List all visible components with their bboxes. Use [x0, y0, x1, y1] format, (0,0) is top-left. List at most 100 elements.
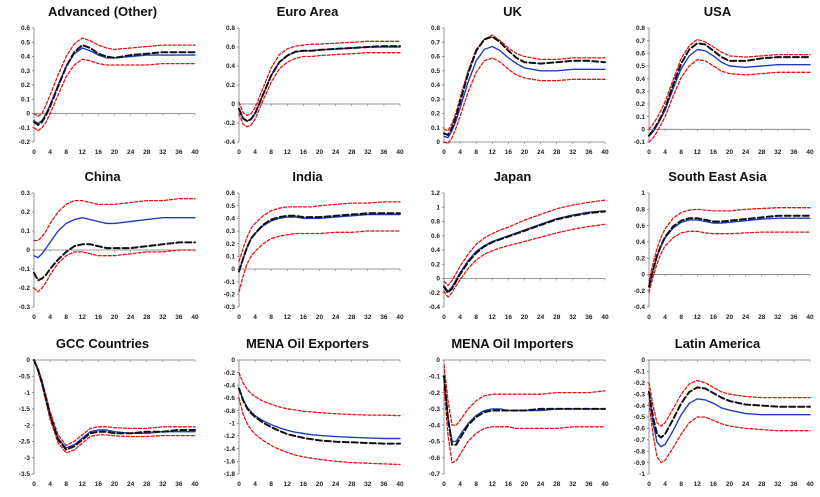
chart-plot: 1.210.80.60.40.20-0.2-0.40 4 8 12 16 20 24 28 32… [429, 190, 609, 321]
y-tick-label: -3 [24, 455, 30, 462]
x-tick-label: 20 [726, 149, 734, 156]
x-tick-label: 8 [474, 481, 478, 488]
x-tick-label: 28 [758, 149, 766, 156]
x-tick-label: 4 [663, 481, 667, 488]
x-tick-label: 8 [679, 314, 683, 321]
x-tick-label: 0 [647, 149, 651, 156]
x-tick-label: 20 [111, 149, 119, 156]
x-tick-label: 20 [726, 481, 734, 488]
y-tick-label: -0.3 [224, 304, 236, 311]
y-tick-label: -0.5 [19, 373, 31, 380]
y-tick-label: -1.2 [224, 433, 236, 440]
x-tick-label: 40 [601, 481, 609, 488]
y-tick-label: -0.4 [429, 422, 441, 429]
x-tick-label: 32 [364, 481, 372, 488]
x-tick-label: 8 [269, 481, 273, 488]
x-tick-label: 12 [79, 314, 87, 321]
x-tick-label: 24 [127, 149, 135, 156]
y-tick-label: 0.2 [636, 101, 645, 108]
dashed-series-line [648, 42, 811, 137]
x-tick-label: 8 [64, 149, 68, 156]
x-tick-label: 20 [521, 149, 529, 156]
x-tick-label: 36 [585, 481, 593, 488]
x-tick-label: 36 [380, 481, 388, 488]
x-tick-label: 24 [332, 314, 340, 321]
lower-band-line [238, 397, 401, 466]
upper-band-line [443, 364, 606, 426]
y-tick-label: 0.8 [226, 25, 235, 32]
y-tick-label: 0 [436, 139, 440, 146]
x-tick-label: 40 [806, 481, 814, 488]
x-tick-label: 12 [79, 481, 87, 488]
y-tick-label: 0.8 [431, 25, 440, 32]
y-tick-label: 0.4 [431, 247, 440, 254]
x-tick-label: 8 [269, 314, 273, 321]
chart-title: UK [503, 4, 522, 19]
x-tick-label: 28 [348, 149, 356, 156]
x-tick-label: 8 [474, 314, 478, 321]
x-tick-label: 20 [316, 149, 324, 156]
x-tick-label: 32 [774, 149, 782, 156]
x-tick-label: 4 [48, 314, 52, 321]
y-tick-label: -1.8 [224, 471, 236, 478]
y-tick-label: 1 [641, 190, 645, 197]
x-tick-label: 12 [284, 314, 292, 321]
chart-plot: 0.60.50.40.30.20.10-0.1-0.2-0.30 4 8 12 16 20… [224, 190, 404, 321]
x-tick-label: 28 [553, 314, 561, 321]
y-tick-label: 0.1 [226, 254, 235, 261]
y-tick-label: 0.4 [431, 82, 440, 89]
y-tick-label: 0.6 [431, 54, 440, 61]
y-tick-label: -0.8 [634, 448, 646, 455]
x-tick-label: 40 [191, 314, 199, 321]
x-tick-label: 36 [380, 149, 388, 156]
x-tick-label: 8 [64, 314, 68, 321]
y-tick-label: -0.2 [429, 290, 441, 297]
x-tick-label: 0 [32, 314, 36, 321]
upper-band-line [238, 40, 401, 117]
x-tick-label: 0 [442, 314, 446, 321]
chart-panel: China 0.3 0.2 0.1 0 -0.1 -0.2 -0.3 0 4 8 12 16 20 24 28… [0, 165, 205, 330]
y-tick-label: 0 [231, 266, 235, 273]
solid-series-line [238, 46, 401, 122]
x-tick-label: 32 [569, 481, 577, 488]
x-tick-label: 32 [569, 314, 577, 321]
dashed-series-line [238, 45, 401, 123]
y-tick-label: 0 [641, 272, 645, 279]
x-tick-label: 28 [553, 149, 561, 156]
y-tick-label: -0.4 [224, 139, 236, 146]
y-tick-label: -0.2 [224, 120, 236, 127]
chart-panel: Japan 1.2 1 0.8 0.6 0.4 0.2 0 -0.2 -0.4 0 4 8 12 16 20 2… [410, 165, 615, 330]
y-tick-label: -0.5 [429, 439, 441, 446]
y-tick-label: 0.4 [636, 76, 645, 83]
x-tick-label: 28 [143, 481, 151, 488]
x-tick-label: 16 [710, 149, 718, 156]
x-tick-label: 40 [601, 149, 609, 156]
x-tick-label: 12 [694, 314, 702, 321]
upper-band-line [33, 37, 196, 117]
y-tick-label: 0 [641, 127, 645, 134]
x-tick-label: 24 [742, 314, 750, 321]
x-tick-label: 28 [758, 314, 766, 321]
x-tick-label: 28 [553, 481, 561, 488]
x-tick-label: 40 [601, 314, 609, 321]
x-tick-label: 36 [790, 314, 798, 321]
x-tick-label: 16 [505, 314, 513, 321]
y-tick-label: -0.4 [224, 383, 236, 390]
y-tick-label: 0.4 [226, 63, 235, 70]
y-tick-label: -0.2 [19, 139, 31, 146]
y-tick-label: 0 [436, 276, 440, 283]
x-tick-label: 16 [95, 481, 103, 488]
x-tick-label: 36 [585, 149, 593, 156]
lower-band-line [443, 57, 606, 145]
lower-band-line [238, 230, 401, 293]
x-tick-label: 4 [663, 314, 667, 321]
lower-band-line [443, 387, 606, 464]
x-tick-label: 4 [458, 481, 462, 488]
x-tick-label: 20 [521, 481, 529, 488]
y-tick-label: -0.8 [224, 408, 236, 415]
solid-series-line [238, 387, 401, 440]
x-tick-label: 32 [364, 149, 372, 156]
lower-band-line [443, 223, 606, 298]
x-tick-label: 40 [191, 481, 199, 488]
x-tick-label: 0 [237, 149, 241, 156]
